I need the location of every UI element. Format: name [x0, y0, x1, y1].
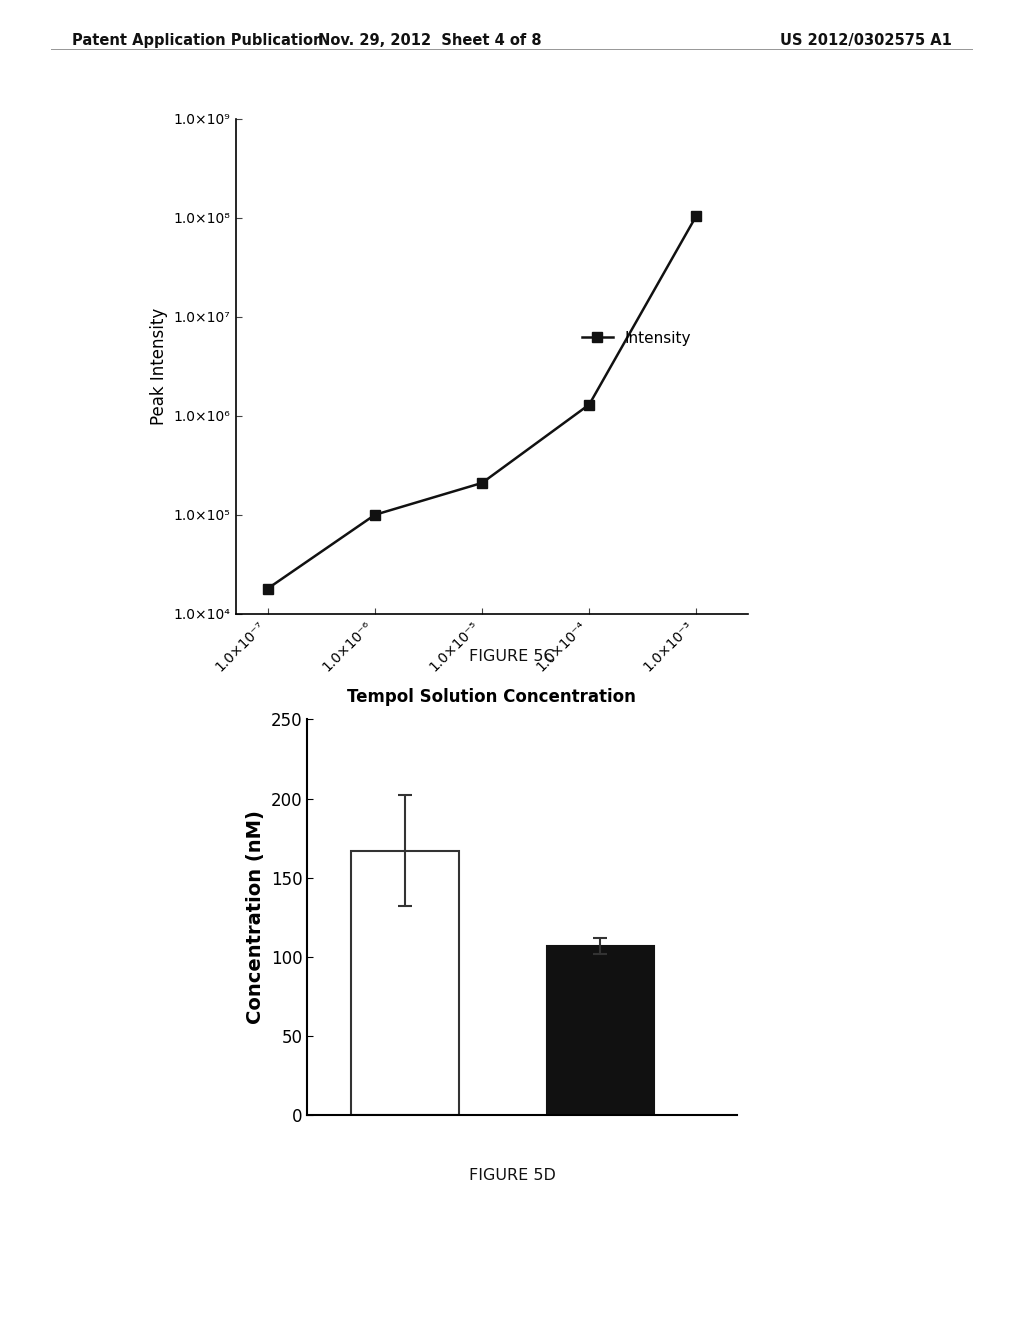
Text: Nov. 29, 2012  Sheet 4 of 8: Nov. 29, 2012 Sheet 4 of 8	[318, 33, 542, 48]
Intensity	[369, 507, 381, 523]
Text: Patent Application Publication: Patent Application Publication	[72, 33, 324, 48]
Text: FIGURE 5C: FIGURE 5C	[469, 649, 555, 664]
Legend: Intensity: Intensity	[575, 325, 697, 351]
Intensity	[262, 581, 274, 597]
Intensity	[583, 396, 595, 412]
Intensity	[690, 207, 702, 223]
Y-axis label: Concentration (nM): Concentration (nM)	[246, 810, 265, 1024]
Intensity	[476, 475, 488, 491]
Y-axis label: Peak Intensity: Peak Intensity	[151, 308, 168, 425]
Text: FIGURE 5D: FIGURE 5D	[469, 1168, 555, 1183]
Text: US 2012/0302575 A1: US 2012/0302575 A1	[780, 33, 952, 48]
X-axis label: Tempol Solution Concentration: Tempol Solution Concentration	[347, 688, 636, 706]
Bar	[547, 946, 654, 1115]
Line: Intensity: Intensity	[263, 211, 701, 594]
Bar	[351, 851, 459, 1115]
